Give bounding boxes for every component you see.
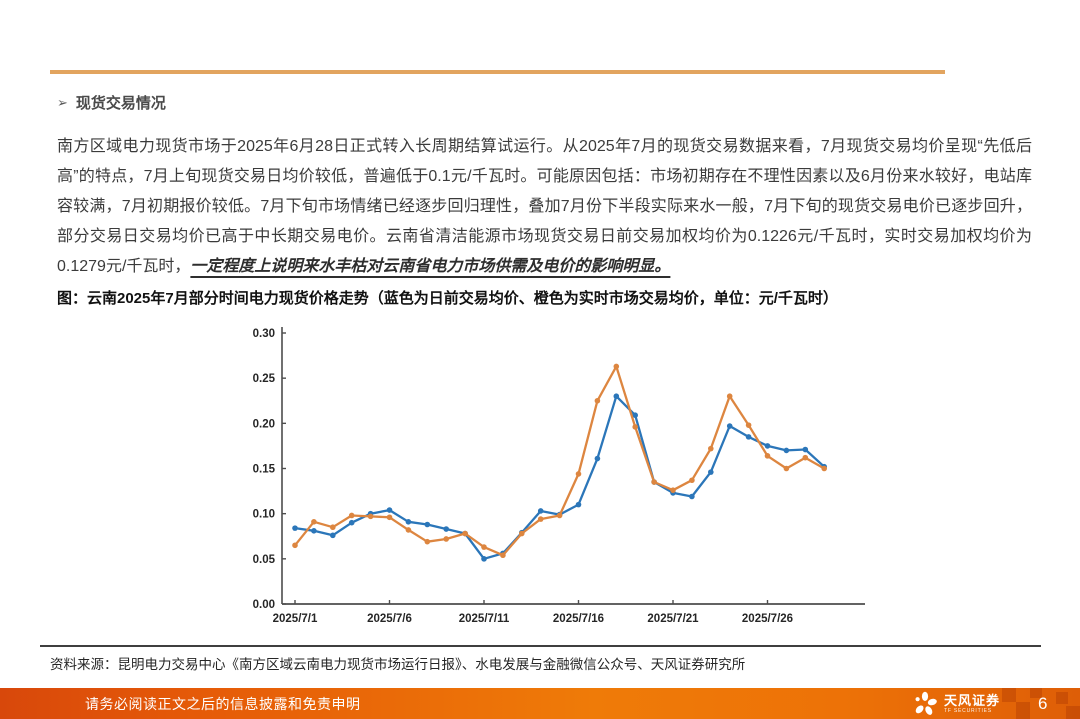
svg-text:2025/7/26: 2025/7/26 [742,613,793,625]
flower-icon [915,691,937,715]
footer-mosaic-decoration [1016,702,1030,719]
footer-mosaic-decoration [1030,688,1042,698]
paragraph-lead-text: 南方区域电力现货市场于2025年6月28日正式转入长周期结算试运行。从2025年… [57,138,1032,275]
disclaimer-text: 请务必阅读正文之后的信息披露和免责申明 [85,695,361,712]
figure-bottom-divider [40,645,1041,647]
brand-name: 天风证券 [944,692,1001,708]
source-line: 资料来源：昆明电力交易中心《南方区域云南电力现货市场运行日报》、水电发展与金融微… [50,657,746,672]
footer-mosaic-decoration [1002,688,1016,702]
footer-mosaic-decoration [1066,706,1080,719]
brand-logo: 天风证券 TF SECURITIES [912,688,1000,719]
svg-text:0.25: 0.25 [253,373,276,385]
svg-text:2025/7/6: 2025/7/6 [367,613,412,625]
svg-text:0.20: 0.20 [253,418,275,430]
svg-text:2025/7/21: 2025/7/21 [647,613,699,625]
top-divider [50,70,945,74]
figure-title: 图：云南2025年7月部分时间电力现货价格走势（蓝色为日前交易均价、橙色为实时市… [57,290,838,307]
brand-subtitle: TF SECURITIES [944,707,992,714]
chart-svg: 0.00 0.05 0.10 0.15 0.20 0.25 0.30 2025/7/1 2025… [253,327,865,625]
svg-text:2025/7/11: 2025/7/11 [459,613,510,625]
svg-text:0.30: 0.30 [253,328,275,340]
footer-bar: 请务必阅读正文之后的信息披露和免责申明 天风证券 TF SECURITIES 6 [0,688,1080,719]
page-number: 6 [1038,693,1048,713]
svg-text:2025/7/1: 2025/7/1 [273,613,318,625]
section-heading-label: 现货交易情况 [75,95,166,112]
svg-text:0.15: 0.15 [253,464,276,476]
svg-text:0.10: 0.10 [253,509,275,521]
footer-mosaic-decoration [1056,692,1068,704]
price-trend-chart: 0.00 0.05 0.10 0.15 0.20 0.25 0.30 2025/7/1 2025… [235,320,895,642]
arrow-bullet-icon: ➢ [57,94,68,110]
svg-text:2025/7/16: 2025/7/16 [553,613,604,625]
svg-text:0.05: 0.05 [253,554,276,566]
svg-text:0.00: 0.00 [253,599,275,611]
section-heading: ➢ 现货交易情况 [57,92,166,113]
body-paragraph: 南方区域电力现货市场于2025年6月28日正式转入长周期结算试运行。从2025年… [57,132,1032,282]
paragraph-emphasis-text: 一定程度上说明来水丰枯对云南省电力市场供需及电价的影响明显。 [190,258,671,275]
